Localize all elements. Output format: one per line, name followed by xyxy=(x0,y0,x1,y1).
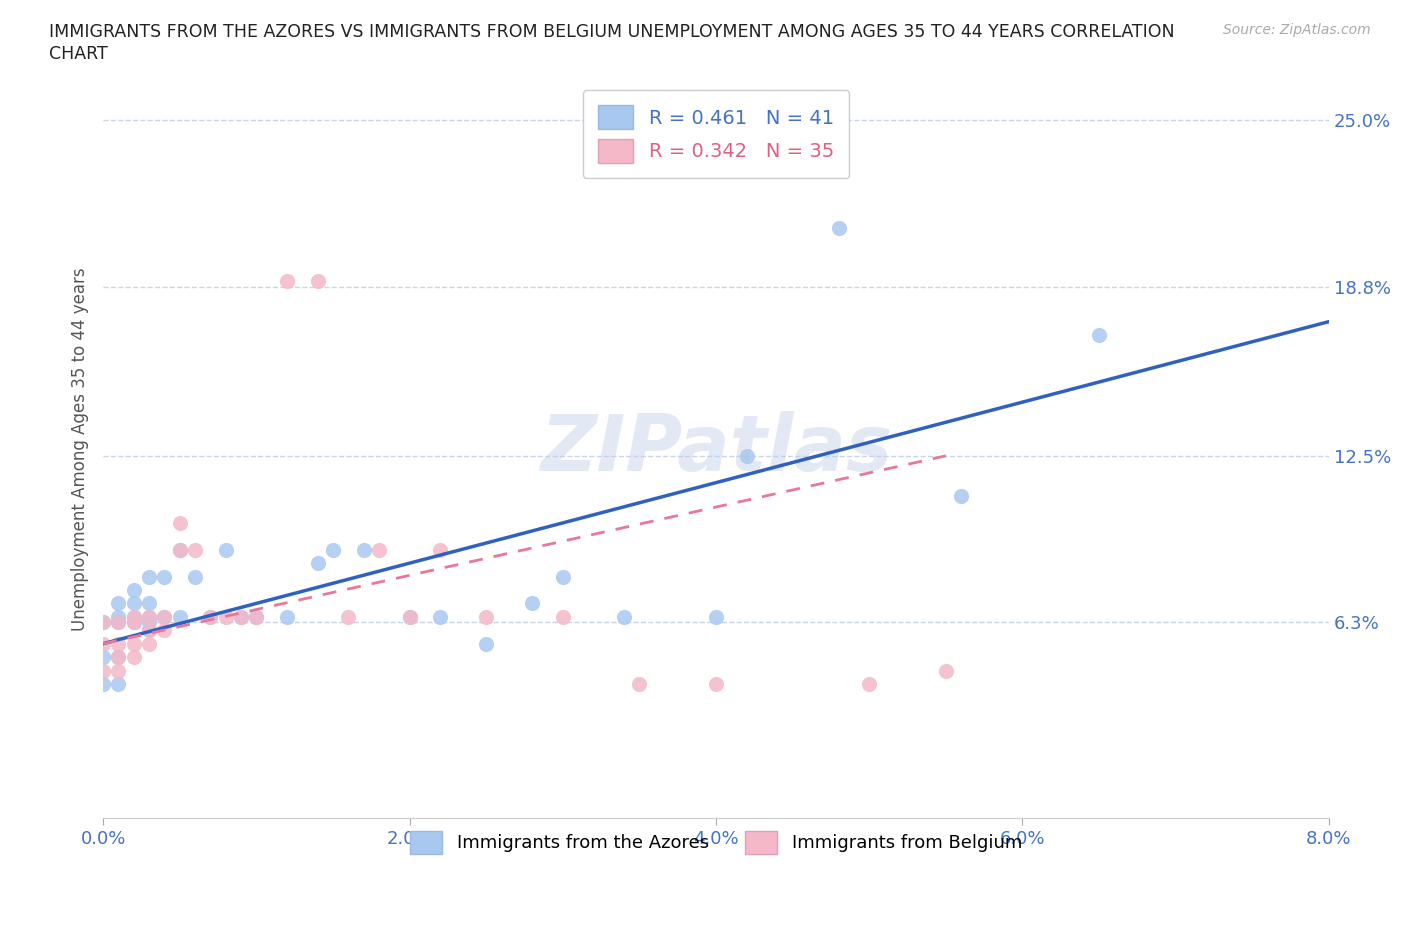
Point xyxy=(107,615,129,630)
Point xyxy=(245,609,267,624)
Point xyxy=(169,515,191,530)
Point xyxy=(122,615,145,630)
Point xyxy=(138,636,160,651)
Point xyxy=(520,596,543,611)
Point xyxy=(628,676,651,691)
Point xyxy=(200,609,222,624)
Point xyxy=(704,609,727,624)
Point xyxy=(138,615,160,630)
Point xyxy=(368,542,391,557)
Point xyxy=(91,615,114,630)
Point xyxy=(107,596,129,611)
Point xyxy=(475,636,498,651)
Point xyxy=(138,623,160,638)
Point xyxy=(138,569,160,584)
Point xyxy=(475,609,498,624)
Point xyxy=(122,596,145,611)
Point xyxy=(91,615,114,630)
Point xyxy=(138,609,160,624)
Y-axis label: Unemployment Among Ages 35 to 44 years: Unemployment Among Ages 35 to 44 years xyxy=(72,267,89,631)
Point xyxy=(153,623,176,638)
Point xyxy=(276,274,298,289)
Point xyxy=(122,609,145,624)
Point xyxy=(429,542,451,557)
Text: ZIPatlas: ZIPatlas xyxy=(540,411,893,487)
Point xyxy=(91,636,114,651)
Point xyxy=(735,448,758,463)
Point xyxy=(122,650,145,665)
Point xyxy=(184,542,207,557)
Point xyxy=(337,609,360,624)
Text: CHART: CHART xyxy=(49,45,108,62)
Point xyxy=(276,609,298,624)
Point xyxy=(704,676,727,691)
Point xyxy=(169,609,191,624)
Point xyxy=(153,609,176,624)
Point xyxy=(398,609,420,624)
Point xyxy=(107,615,129,630)
Point xyxy=(184,569,207,584)
Point xyxy=(229,609,252,624)
Point xyxy=(353,542,375,557)
Legend: Immigrants from the Azores, Immigrants from Belgium: Immigrants from the Azores, Immigrants f… xyxy=(402,824,1029,861)
Point xyxy=(950,488,973,503)
Text: IMMIGRANTS FROM THE AZORES VS IMMIGRANTS FROM BELGIUM UNEMPLOYMENT AMONG AGES 35: IMMIGRANTS FROM THE AZORES VS IMMIGRANTS… xyxy=(49,23,1175,41)
Point xyxy=(122,636,145,651)
Point xyxy=(107,650,129,665)
Point xyxy=(91,676,114,691)
Text: Source: ZipAtlas.com: Source: ZipAtlas.com xyxy=(1223,23,1371,37)
Point xyxy=(551,569,574,584)
Point xyxy=(153,569,176,584)
Point xyxy=(858,676,880,691)
Point xyxy=(169,542,191,557)
Point xyxy=(107,676,129,691)
Point xyxy=(107,636,129,651)
Point xyxy=(215,609,238,624)
Point xyxy=(827,220,849,235)
Point xyxy=(322,542,344,557)
Point xyxy=(613,609,636,624)
Point xyxy=(122,609,145,624)
Point xyxy=(107,663,129,678)
Point xyxy=(307,556,329,571)
Point xyxy=(215,542,238,557)
Point xyxy=(138,596,160,611)
Point xyxy=(307,274,329,289)
Point xyxy=(91,650,114,665)
Point xyxy=(551,609,574,624)
Point xyxy=(122,582,145,597)
Point xyxy=(245,609,267,624)
Point xyxy=(122,615,145,630)
Point xyxy=(169,542,191,557)
Point xyxy=(398,609,420,624)
Point xyxy=(107,650,129,665)
Point xyxy=(1088,327,1111,342)
Point xyxy=(200,609,222,624)
Point xyxy=(107,609,129,624)
Point xyxy=(138,623,160,638)
Point xyxy=(91,663,114,678)
Point xyxy=(429,609,451,624)
Point xyxy=(935,663,957,678)
Point xyxy=(229,609,252,624)
Point xyxy=(153,609,176,624)
Point xyxy=(138,609,160,624)
